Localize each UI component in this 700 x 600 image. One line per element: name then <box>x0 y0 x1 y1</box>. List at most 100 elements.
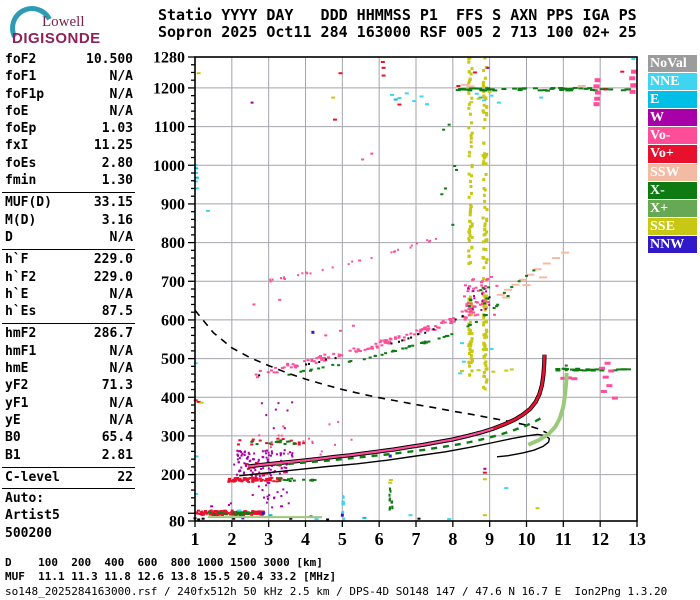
param-section-4: C-level 22 <box>2 466 135 490</box>
param-value: N/A <box>109 229 133 245</box>
y-tick-label: 1280 <box>153 50 185 67</box>
x-tick-label: 5 <box>338 529 347 549</box>
series-ssw-oblique-streaks <box>460 83 586 299</box>
x-tick-label: 2 <box>227 529 236 549</box>
param-row-fxi: fxI 11.25 <box>2 137 135 154</box>
series-f2-2nd-hop-spread-pink <box>463 275 499 321</box>
param-row-d: D N/A <box>2 229 135 246</box>
param-row-clevel: C-level 22 <box>2 469 135 486</box>
muf-row: MUF 11.1 11.3 11.8 12.6 13.8 15.5 20.4 3… <box>5 570 337 583</box>
muf-table: D 100 200 400 600 800 1000 1500 3000 [km… <box>5 556 336 584</box>
param-label: foEs <box>5 155 37 171</box>
series-yellow-interference-column-2-low <box>481 293 489 391</box>
param-value: N/A <box>109 86 133 102</box>
legend-item-vo: Vo- <box>648 127 697 145</box>
param-label: foF1p <box>5 86 45 102</box>
series-470km-dash-line-green <box>555 367 631 372</box>
x-tick-label: 1 <box>191 529 200 549</box>
param-value: N/A <box>109 412 133 428</box>
y-tick-label: 500 <box>161 351 185 368</box>
param-row-hes: h`Es 87.5 <box>2 303 135 320</box>
series-w-singles <box>210 66 490 518</box>
param-label: foE <box>5 103 29 119</box>
y-tick-label: 80 <box>169 514 185 531</box>
param-section-3: hmF2 286.7 hmF1 N/A hmE N/A yF2 71.3 yF1 N/A yE N/A… <box>2 323 135 466</box>
param-label: foF2 <box>5 52 37 67</box>
series-pink-blobs-450km <box>560 361 618 400</box>
logo-digisonde-text: DIGISONDE <box>12 30 101 47</box>
series-pink-sparse-misc <box>252 152 374 337</box>
series-es-layer-green <box>207 510 254 516</box>
x-tick-label: 13 <box>628 529 646 549</box>
file-info-line: so148_2025284163000.rsf / 240fx512h 50 k… <box>5 585 668 598</box>
y-tick-label: 600 <box>161 312 185 329</box>
legend-item-noval: NoVal <box>648 55 697 73</box>
param-row-b1: B1 2.81 <box>2 447 135 464</box>
param-row-fof1: foF1 N/A <box>2 68 135 85</box>
y-tick-label: 700 <box>161 274 185 291</box>
series-yellow-interference-column-1-high <box>467 56 474 266</box>
series-f2-2nd-hop-pink <box>254 299 488 379</box>
parameter-panel: foF2 10.500 foF1 N/A foF1p N/A foE N/A foEp 1.03 f… <box>2 50 135 545</box>
param-row-auto: Auto: <box>2 490 135 507</box>
series-red-singles <box>193 61 625 474</box>
series-w-sparse-up <box>260 401 294 430</box>
x-tick-label: 3 <box>264 529 273 549</box>
lowell-digisonde-logo: Lowell DIGISONDE <box>4 0 154 56</box>
param-value: 33.15 <box>93 195 133 211</box>
series-f2-3rd-hop-pink <box>269 237 437 283</box>
param-label: B0 <box>5 430 21 446</box>
param-row-md: M(D) 3.16 <box>2 212 135 229</box>
param-row-artist5: Artist5 <box>2 507 135 524</box>
param-row-mufd: MUF(D) 33.15 <box>2 194 135 211</box>
param-row-fof1p: foF1p N/A <box>2 86 135 103</box>
series-x-trace-asymptote-sage <box>527 372 569 447</box>
y-tick-label: 1200 <box>153 80 185 97</box>
param-value: 286.7 <box>93 326 133 342</box>
x-tick-label: 12 <box>591 529 609 549</box>
param-label: yF2 <box>5 378 29 394</box>
series-es-2nd-hop-red <box>227 476 283 483</box>
legend-item-e: E <box>648 91 697 109</box>
param-value: 229.0 <box>93 269 133 285</box>
header-field-names: Statio YYYY DAY DDD HHMMSS P1 FFS S AXN … <box>158 6 637 24</box>
param-row-fmin: fmin 1.30 <box>2 172 135 189</box>
series-cyan-nne-singles <box>193 57 636 521</box>
d-row: D 100 200 400 600 800 1000 1500 3000 [km… <box>5 556 323 569</box>
legend-item-sse: SSE <box>648 217 697 235</box>
param-row-he: h`E N/A <box>2 286 135 303</box>
legend-item-x: X+ <box>648 199 697 217</box>
series-true-height-profile-curve <box>239 433 551 477</box>
param-value: N/A <box>109 103 133 119</box>
series-o-trace-red-asymptote <box>492 354 546 430</box>
param-value: 2.80 <box>101 155 133 171</box>
param-section-5: Auto: Artist5 500200 <box>2 489 135 545</box>
series-green-oblique-dots <box>502 269 536 297</box>
param-label: h`F2 <box>5 269 37 285</box>
param-value: 87.5 <box>101 304 133 320</box>
y-tick-label: 400 <box>161 390 185 407</box>
param-row-hf2: h`F2 229.0 <box>2 269 135 286</box>
param-label: yE <box>5 412 21 428</box>
param-row-foe: foE N/A <box>2 103 135 120</box>
param-label: foEp <box>5 121 37 137</box>
param-value: 65.4 <box>101 430 133 446</box>
param-label: D <box>5 229 13 245</box>
logo-lowell-text: Lowell <box>42 14 85 30</box>
station-header: Statio YYYY DAY DDD HHMMSS P1 FFS S AXN … <box>158 7 637 41</box>
series-w-above-es <box>227 485 290 506</box>
param-value: 1.03 <box>101 121 133 137</box>
param-value: 11.25 <box>93 138 133 154</box>
param-value: N/A <box>109 286 133 302</box>
param-row-foep: foEp 1.03 <box>2 120 135 137</box>
series-o-trace-pink <box>248 354 546 468</box>
y-tick-label: 800 <box>161 235 185 252</box>
header-field-values: Sopron 2025 Oct11 284 163000 RSF 005 2 7… <box>158 23 637 41</box>
x-tick-label: 6 <box>375 529 384 549</box>
series-es-2nd-hop-green <box>277 477 317 483</box>
param-section-0: foF2 10.500 foF1 N/A foF1p N/A foE N/A foEp 1.03 f… <box>2 50 135 192</box>
param-label: h`E <box>5 286 29 302</box>
param-label: fmin <box>5 173 37 189</box>
param-value: 22 <box>117 469 133 485</box>
series-pink-blobs-1200km <box>593 69 638 107</box>
